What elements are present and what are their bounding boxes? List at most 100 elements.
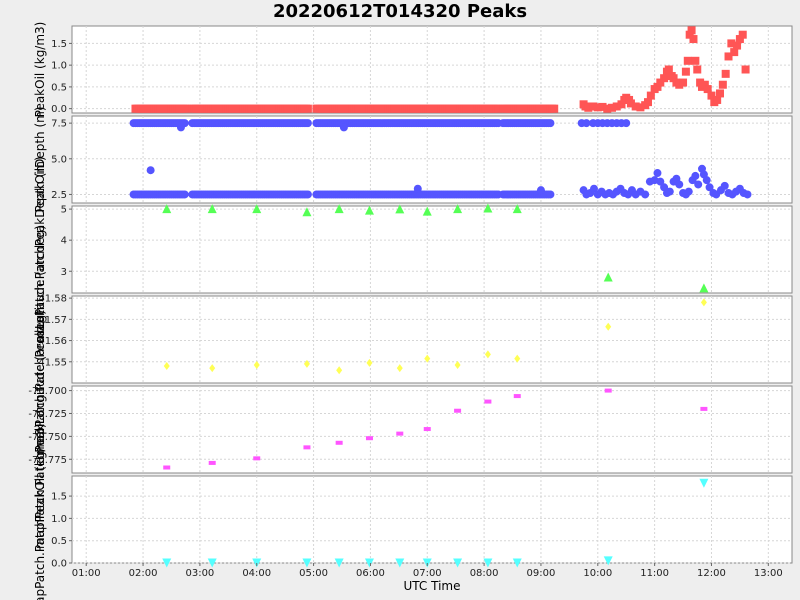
data-point — [483, 558, 493, 568]
data-point — [590, 184, 598, 193]
y-axis-label: mapPatch.PatchPeakLatitude (arcdeg) — [33, 225, 47, 454]
data-point — [608, 103, 616, 112]
y-tick-label: 41.56 — [38, 336, 67, 347]
data-point — [669, 74, 678, 83]
y-tick-label: 4 — [61, 236, 67, 247]
y-tick-label: 1.0 — [51, 61, 67, 72]
y-tick-label: 41.55 — [38, 357, 67, 368]
data-point — [364, 558, 374, 568]
data-point — [365, 436, 373, 441]
chart-title: 20220612T014320 Peaks — [272, 1, 528, 22]
data-point — [741, 65, 750, 74]
x-tick-label: 06:00 — [356, 568, 385, 579]
x-tick-label: 07:00 — [413, 568, 442, 579]
data-point — [665, 187, 674, 196]
panel-4: 41.55 41.56 41.57 41.58mapPatch.PatchPeakLa… — [33, 225, 793, 454]
y-tick-label: -70.775 — [28, 455, 67, 466]
data-point — [334, 558, 344, 568]
data-point — [733, 41, 742, 50]
data-point — [705, 183, 714, 192]
data-point — [550, 104, 559, 113]
data-point — [691, 56, 700, 65]
data-point — [707, 91, 716, 100]
data-point — [653, 169, 662, 178]
data-point — [724, 52, 733, 61]
data-point — [644, 98, 652, 107]
data-point — [631, 102, 640, 111]
y-axis-label: mapPatch.PatchPeakOil (kg/m3) — [33, 423, 47, 600]
data-point — [484, 399, 492, 404]
data-point — [683, 56, 692, 65]
plot-area — [71, 205, 793, 294]
data-point — [605, 322, 612, 331]
x-tick-label: 02:00 — [129, 568, 158, 579]
data-point — [735, 35, 744, 44]
x-tick-label: 10:00 — [583, 568, 612, 579]
data-point — [598, 102, 607, 111]
data-point — [422, 206, 432, 216]
data-point — [699, 283, 709, 293]
y-tick-label: 1.0 — [51, 514, 67, 525]
panel-6: 0.0 0.5 1.0 1.5 mapPatch.PatchPeakOil (kg/m3… — [33, 423, 793, 600]
data-point — [423, 427, 431, 432]
y-tick-label: 7.5 — [51, 119, 67, 130]
data-point — [303, 190, 312, 199]
y-axis-label: PeakOil (kg/m3) — [33, 22, 47, 118]
data-point — [182, 104, 191, 113]
data-point — [364, 205, 374, 215]
data-point — [702, 176, 711, 185]
data-point — [146, 166, 155, 175]
y-axis-label: mapPatch.PatchPeakLongitude (arcdeg) — [33, 310, 47, 549]
panel-2: 2.5 5.0 7.5 PeakOilDepth (m) — [33, 106, 793, 213]
y-tick-label: 1.5 — [51, 39, 67, 50]
data-point — [593, 103, 602, 112]
x-tick-label: 13:00 — [754, 568, 783, 579]
y-tick-label: 41.58 — [38, 294, 67, 305]
data-point — [334, 204, 344, 214]
data-point — [176, 123, 185, 132]
data-point — [483, 203, 493, 213]
data-point — [253, 456, 261, 461]
y-tick-label: 5.0 — [51, 154, 67, 165]
data-point — [721, 69, 730, 78]
data-point — [303, 445, 311, 450]
data-point — [696, 78, 705, 87]
y-tick-label: 0.5 — [51, 536, 67, 547]
data-point — [636, 103, 645, 112]
data-point — [604, 388, 612, 393]
data-point — [546, 190, 555, 199]
data-point — [302, 558, 312, 568]
data-point — [685, 30, 694, 39]
data-point — [700, 80, 709, 89]
data-point — [413, 184, 422, 193]
data-point — [253, 360, 260, 369]
data-point — [693, 65, 702, 74]
data-point — [699, 478, 709, 488]
data-point — [162, 204, 172, 214]
data-point — [180, 190, 189, 199]
x-axis-label: UTC Time — [404, 579, 461, 593]
data-point — [653, 82, 662, 91]
data-point — [713, 95, 722, 104]
y-axis-label: mapPatch.PatchPeakDepth (m) — [33, 156, 47, 342]
panel-3: 3 4 5 mapPatch.PatchPeakDepth (m) — [33, 156, 793, 343]
data-point — [716, 89, 724, 98]
data-point — [302, 207, 312, 217]
data-point — [681, 67, 690, 76]
data-point — [730, 48, 739, 57]
data-point — [303, 104, 312, 113]
data-point — [718, 80, 727, 89]
data-point — [453, 204, 463, 214]
data-point — [209, 364, 216, 373]
data-point — [603, 556, 613, 566]
data-point — [660, 74, 669, 83]
y-tick-label: 1.5 — [51, 492, 67, 503]
data-point — [612, 102, 621, 111]
data-point — [252, 204, 262, 214]
data-point — [207, 558, 217, 568]
x-tick-label: 12:00 — [697, 568, 726, 579]
data-point — [514, 354, 521, 363]
x-tick-label: 01:00 — [72, 568, 101, 579]
data-point — [396, 431, 404, 436]
